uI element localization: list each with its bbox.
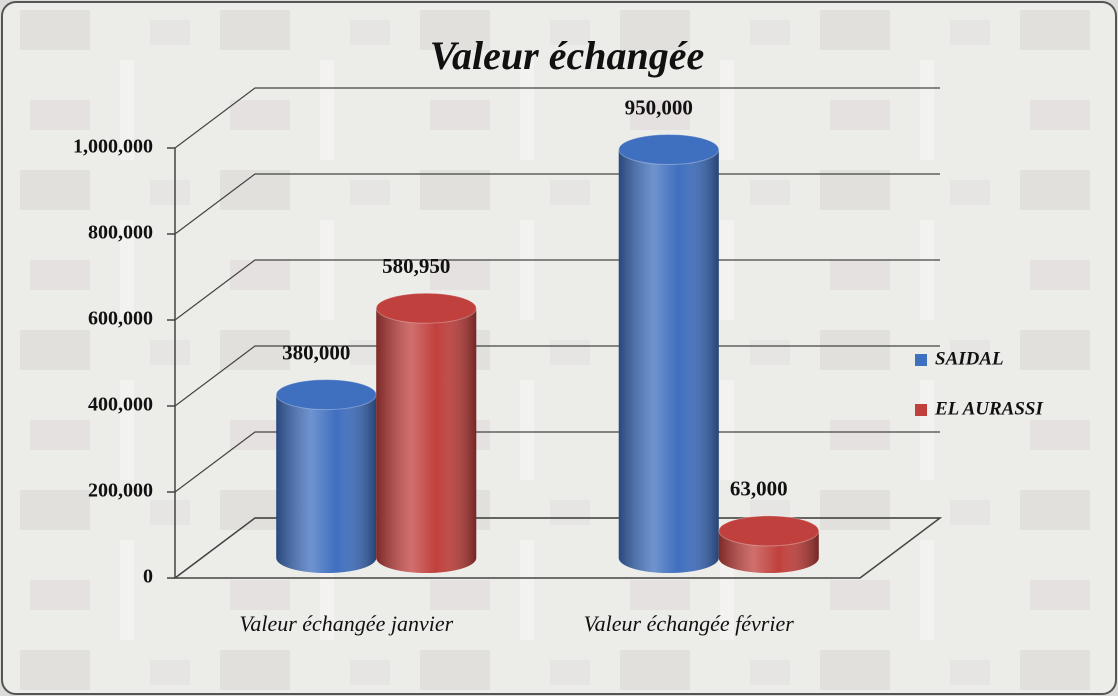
y-tick-label: 1,000,000	[73, 136, 153, 158]
chart: Valeur échangée 0 200,000 400,000 600,000 80…	[0, 0, 1118, 696]
legend-swatch	[915, 354, 927, 366]
y-tick-label: 200,000	[88, 480, 153, 502]
y-tick-label: 800,000	[88, 222, 153, 244]
y-tick-label: 600,000	[88, 308, 153, 330]
bar-top	[276, 380, 376, 410]
legend-swatch	[915, 404, 927, 416]
value-label: 63,000	[730, 477, 788, 501]
value-label: 580,950	[382, 254, 450, 278]
x-tick-label: Valeur échangée janvier	[239, 611, 453, 636]
legend-label: EL AURASSI	[934, 398, 1043, 419]
bar-top	[719, 516, 819, 546]
bar-top	[376, 293, 476, 323]
bar-shade	[276, 395, 376, 573]
bar-shade	[619, 150, 719, 574]
bar-top	[619, 135, 719, 165]
bar-shade	[376, 308, 476, 573]
legend-label: SAIDAL	[935, 348, 1004, 369]
y-tick-label: 0	[143, 566, 153, 588]
value-label: 950,000	[625, 95, 693, 119]
x-tick-label: Valeur échangée février	[584, 611, 795, 636]
y-tick-label: 400,000	[88, 394, 153, 416]
value-label: 380,000	[282, 340, 350, 364]
chart-title: Valeur échangée	[430, 33, 704, 78]
page: {"chart_data": {"type": "bar3d", "title"…	[0, 0, 1118, 696]
